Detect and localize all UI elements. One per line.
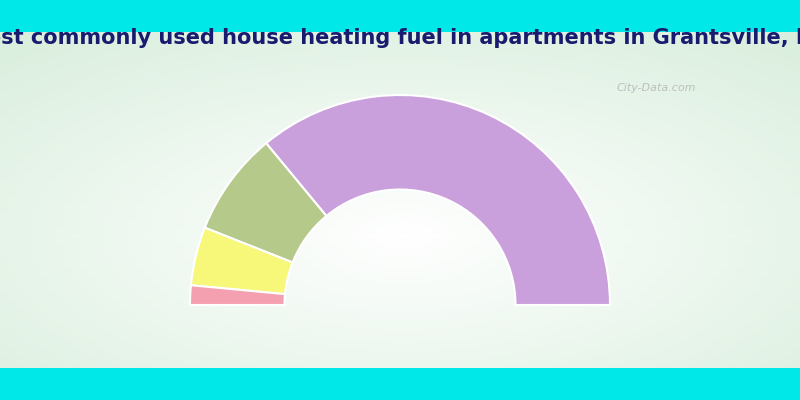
Wedge shape xyxy=(190,285,285,305)
Wedge shape xyxy=(191,228,293,294)
Wedge shape xyxy=(266,95,610,305)
Text: City-Data.com: City-Data.com xyxy=(616,83,696,93)
Text: Most commonly used house heating fuel in apartments in Grantsville, MD: Most commonly used house heating fuel in… xyxy=(0,28,800,48)
Wedge shape xyxy=(205,143,326,262)
